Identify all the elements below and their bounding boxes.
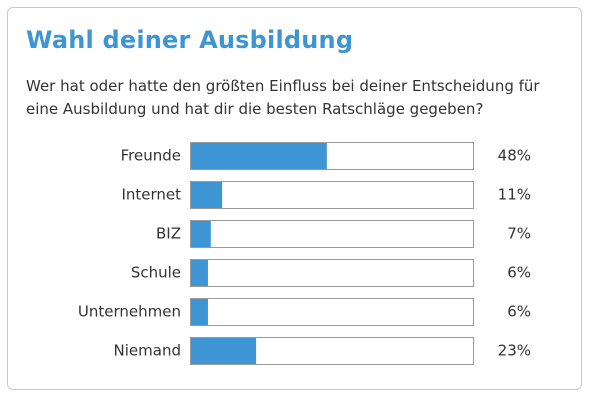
value-label: 48% [498,147,531,165]
value-label: 11% [498,186,531,204]
bar [191,338,257,364]
bar-row-freunde: Freunde 48% [121,142,531,170]
bar [191,299,208,325]
bar-row-biz: BIZ 7% [156,220,531,248]
bar [191,182,223,208]
category-label: Internet [121,186,181,204]
bar-track [190,298,474,326]
bar-track [190,181,474,209]
bar [191,260,208,286]
value-label: 6% [507,303,531,321]
category-label: Unternehmen [78,303,181,321]
bar-row-schule: Schule 6% [131,259,531,287]
poll-title: Wahl deiner Ausbildung [26,26,354,54]
bar-track [190,220,474,248]
bar [191,143,327,169]
value-label: 6% [507,264,531,282]
bar [191,221,211,247]
poll-card: Wahl deiner Ausbildung Wer hat oder hatt… [7,7,582,390]
category-label: Niemand [114,342,181,360]
poll-results-chart: Freunde 48%Internet 11%BIZ 7%Schule 6%Untern… [78,142,531,365]
bar-row-internet: Internet 11% [121,181,531,209]
category-label: BIZ [156,225,181,243]
value-label: 23% [498,342,531,360]
bar-row-unternehmen: Unternehmen 6% [78,298,531,326]
category-label: Freunde [121,147,181,165]
category-label: Schule [131,264,181,282]
bar-row-niemand: Niemand 23% [114,337,531,365]
poll-question: Wer hat oder hatte den größten Einfluss … [26,77,540,118]
bar-track [190,259,474,287]
value-label: 7% [507,225,531,243]
